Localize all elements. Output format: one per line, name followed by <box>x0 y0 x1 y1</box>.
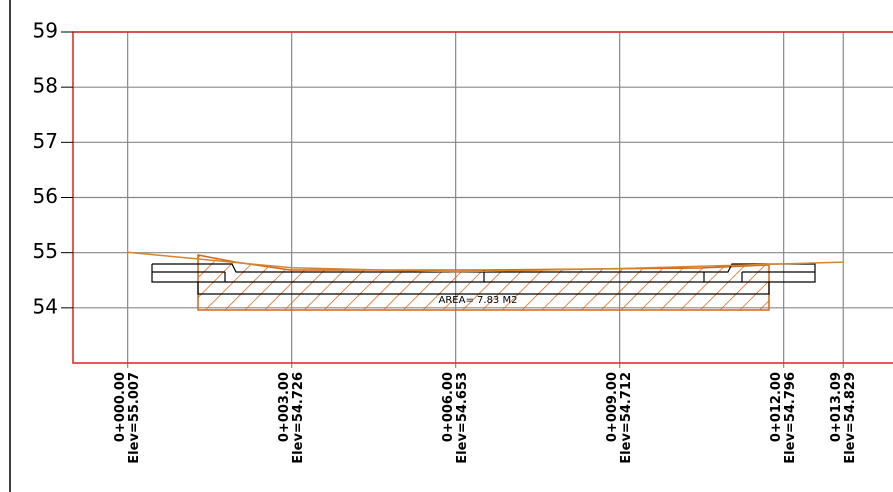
area-annotation: AREA= 7.83 M2 <box>439 295 518 306</box>
x-tick-label: 0+006.00 <box>441 372 456 442</box>
y-tick-label: 54 <box>33 294 58 318</box>
y-tick-label: 59 <box>33 19 58 43</box>
ground-line <box>127 251 844 273</box>
elevation-label: Elev=54.653 <box>455 372 470 464</box>
x-tick-label: 0+009.00 <box>605 372 620 442</box>
elevation-label: Elev=54.712 <box>619 372 634 464</box>
elevation-label: Elev=54.796 <box>783 372 798 464</box>
elevation-label: Elev=54.829 <box>843 372 858 464</box>
x-tick-label: 0+013.09 <box>829 372 844 442</box>
x-tick-label: 0+000.00 <box>113 372 128 442</box>
x-tick-label: 0+003.00 <box>277 372 292 442</box>
elevation-label: Elev=55.007 <box>127 372 142 464</box>
grid <box>73 31 893 368</box>
pavement-layers <box>151 263 816 295</box>
y-tick-label: 57 <box>33 129 58 153</box>
elevation-label: Elev=54.726 <box>291 372 306 464</box>
y-tick-label: 58 <box>33 74 58 98</box>
x-tick-label: 0+012.00 <box>769 372 784 442</box>
y-tick-label: 56 <box>33 184 58 208</box>
y-tick-label: 55 <box>33 239 58 263</box>
